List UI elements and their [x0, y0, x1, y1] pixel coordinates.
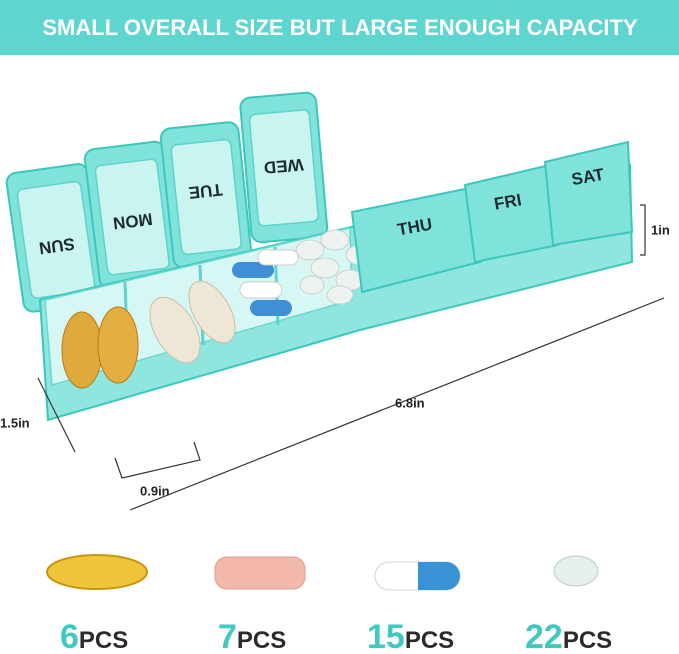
header-title: SMALL OVERALL SIZE BUT LARGE ENOUGH CAPA…: [42, 15, 638, 40]
pill-box: SUN MON TUE WED THU FRI SAT: [5, 91, 634, 422]
shape: [129, 297, 665, 511]
shape: [553, 555, 599, 587]
shape: [188, 280, 236, 344]
day-label: TUE: [188, 180, 224, 202]
day-label: SUN: [38, 234, 76, 258]
shape: [418, 562, 460, 590]
shape: [46, 554, 148, 590]
shape: [214, 556, 306, 590]
shape: [640, 204, 646, 256]
shape: [310, 257, 340, 279]
shape: [61, 311, 103, 389]
capacity: 7PCS: [218, 618, 286, 654]
shape: [94, 158, 170, 276]
unit: PCS: [563, 627, 612, 654]
shape: [97, 306, 139, 384]
day-label: MON: [112, 209, 154, 233]
capacity-counts: 6PCS 7PCS 15PCS 22PCS: [60, 618, 612, 654]
shape: [326, 285, 354, 305]
shape: [170, 138, 242, 255]
shape: [248, 109, 319, 227]
day-label: WED: [263, 155, 304, 177]
dimensions: 1in 1.5in 6.8in 0.9in: [0, 204, 670, 511]
unit: PCS: [79, 627, 128, 654]
shape: [299, 275, 325, 295]
day-label: FRI: [493, 190, 523, 213]
shape: [257, 249, 299, 266]
unit: PCS: [237, 627, 286, 654]
capacity: 6PCS: [60, 618, 128, 654]
shape: [463, 163, 560, 264]
count: 22: [525, 618, 563, 654]
dimension-label: 1.5in: [0, 415, 30, 430]
dimension-label: 6.8in: [395, 395, 425, 410]
count: 7: [218, 618, 237, 654]
shape: [250, 300, 292, 316]
shape: [295, 239, 325, 261]
pill-icons: [46, 554, 599, 591]
unit: PCS: [405, 627, 454, 654]
shape: [114, 441, 201, 479]
capacity: 22PCS: [525, 618, 612, 654]
shape: [232, 262, 274, 278]
capacity: 15PCS: [367, 618, 454, 654]
shape: [149, 296, 201, 364]
dimension-label: 1in: [651, 222, 670, 237]
count: 6: [60, 618, 79, 654]
shape: [37, 377, 76, 453]
shape: TUE: [159, 121, 253, 269]
dimension-label: 0.9in: [140, 483, 170, 498]
header-band: [0, 0, 679, 55]
shape: [239, 281, 283, 299]
shape: [350, 186, 482, 294]
shape: WED: [239, 91, 329, 244]
shape: [543, 140, 634, 247]
count: 15: [367, 618, 405, 654]
shape: [320, 229, 350, 251]
